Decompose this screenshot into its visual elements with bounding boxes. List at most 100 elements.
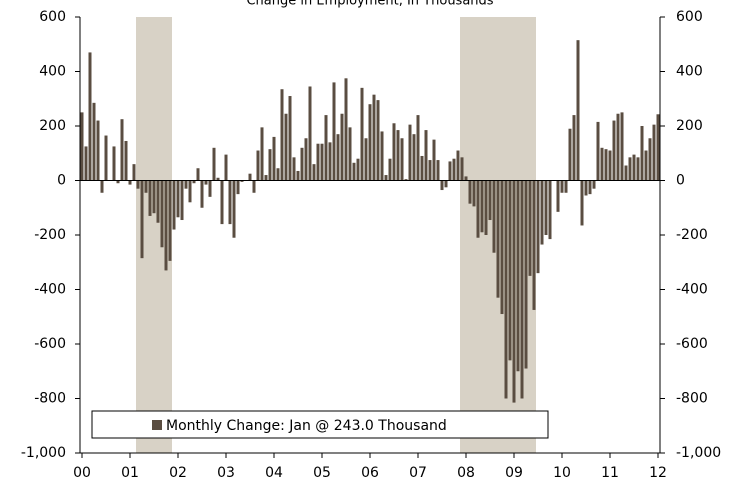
bar <box>424 130 428 181</box>
x-tick-label: 07 <box>409 465 427 481</box>
bar <box>320 143 324 181</box>
bar <box>336 134 340 181</box>
y2-tick-label: -600 <box>676 336 708 352</box>
bar <box>480 180 484 233</box>
bar <box>556 180 560 212</box>
bar <box>516 180 520 372</box>
bar <box>332 82 336 181</box>
bar <box>192 180 196 184</box>
bar <box>208 180 212 197</box>
bar <box>456 150 460 181</box>
bar <box>260 127 264 181</box>
bar <box>284 113 288 181</box>
y-tick-label: -1,000 <box>21 445 66 461</box>
bar <box>352 162 356 181</box>
bar <box>152 180 156 214</box>
x-tick-label: 06 <box>361 465 379 481</box>
bar <box>396 130 400 181</box>
bar <box>84 146 88 181</box>
bar <box>372 94 376 181</box>
bar <box>484 180 488 235</box>
bar <box>196 168 200 181</box>
bar <box>132 164 136 181</box>
bar <box>444 180 448 188</box>
bar <box>592 180 596 189</box>
bar <box>536 180 540 274</box>
bar <box>392 123 396 181</box>
bar <box>140 180 144 259</box>
bar <box>176 180 180 218</box>
bar <box>576 40 580 181</box>
bar <box>376 100 380 181</box>
bar <box>568 128 572 181</box>
y-tick-label: 0 <box>57 173 66 189</box>
bar <box>124 140 128 181</box>
bar <box>296 170 300 181</box>
bar <box>432 139 436 181</box>
bar <box>428 160 432 181</box>
bar <box>512 180 516 403</box>
bar <box>92 102 96 181</box>
bar <box>204 180 208 185</box>
bar <box>648 138 652 181</box>
bar <box>100 180 104 193</box>
x-tick-label: 00 <box>73 465 91 481</box>
bar <box>436 160 440 181</box>
bar <box>256 150 260 181</box>
bar <box>504 180 508 399</box>
y2-tick-label: 0 <box>676 173 685 189</box>
bar <box>264 175 268 181</box>
bar <box>540 180 544 245</box>
bar <box>600 147 604 181</box>
bar <box>236 180 240 195</box>
x-tick-label: 04 <box>265 465 283 481</box>
bar <box>340 113 344 181</box>
bar <box>616 113 620 181</box>
bar <box>356 158 360 181</box>
bar <box>388 158 392 181</box>
bar <box>652 124 656 181</box>
bar <box>420 155 424 181</box>
bar <box>252 180 256 193</box>
y2-tick-label: -1,000 <box>676 445 721 461</box>
bar <box>460 157 464 181</box>
bar <box>624 165 628 181</box>
bar <box>272 136 276 181</box>
bar <box>380 131 384 181</box>
bar <box>232 180 236 238</box>
bar <box>572 115 576 181</box>
legend: Monthly Change: Jan @ 243.0 Thousand <box>91 410 549 439</box>
bar <box>128 180 132 185</box>
y-tick-label: -400 <box>34 282 66 298</box>
bar <box>184 180 188 189</box>
bar <box>364 138 368 181</box>
bar <box>464 176 468 181</box>
bar <box>452 158 456 181</box>
bar <box>312 164 316 181</box>
bar <box>408 124 412 181</box>
bar <box>488 180 492 221</box>
legend-box <box>91 410 549 439</box>
bar <box>560 180 564 193</box>
bar <box>656 114 660 181</box>
y2-tick-label: -200 <box>676 227 708 243</box>
bar <box>400 138 404 181</box>
bar <box>636 157 640 181</box>
y-tick-label: -800 <box>34 391 66 407</box>
bar <box>384 175 388 181</box>
bar <box>304 138 308 181</box>
x-tick-label: 01 <box>121 465 139 481</box>
x-tick-label: 12 <box>649 465 667 481</box>
bar <box>344 78 348 181</box>
y2-tick-label: -800 <box>676 391 708 407</box>
bar <box>584 180 588 196</box>
bar <box>168 180 172 261</box>
bar <box>604 149 608 181</box>
y-tick-label: 600 <box>39 9 66 25</box>
bar <box>104 135 108 181</box>
bar <box>476 180 480 238</box>
bar <box>528 180 532 276</box>
bar <box>148 180 152 216</box>
y2-tick-label: 200 <box>676 118 703 134</box>
y2-tick-label: 400 <box>676 64 703 80</box>
